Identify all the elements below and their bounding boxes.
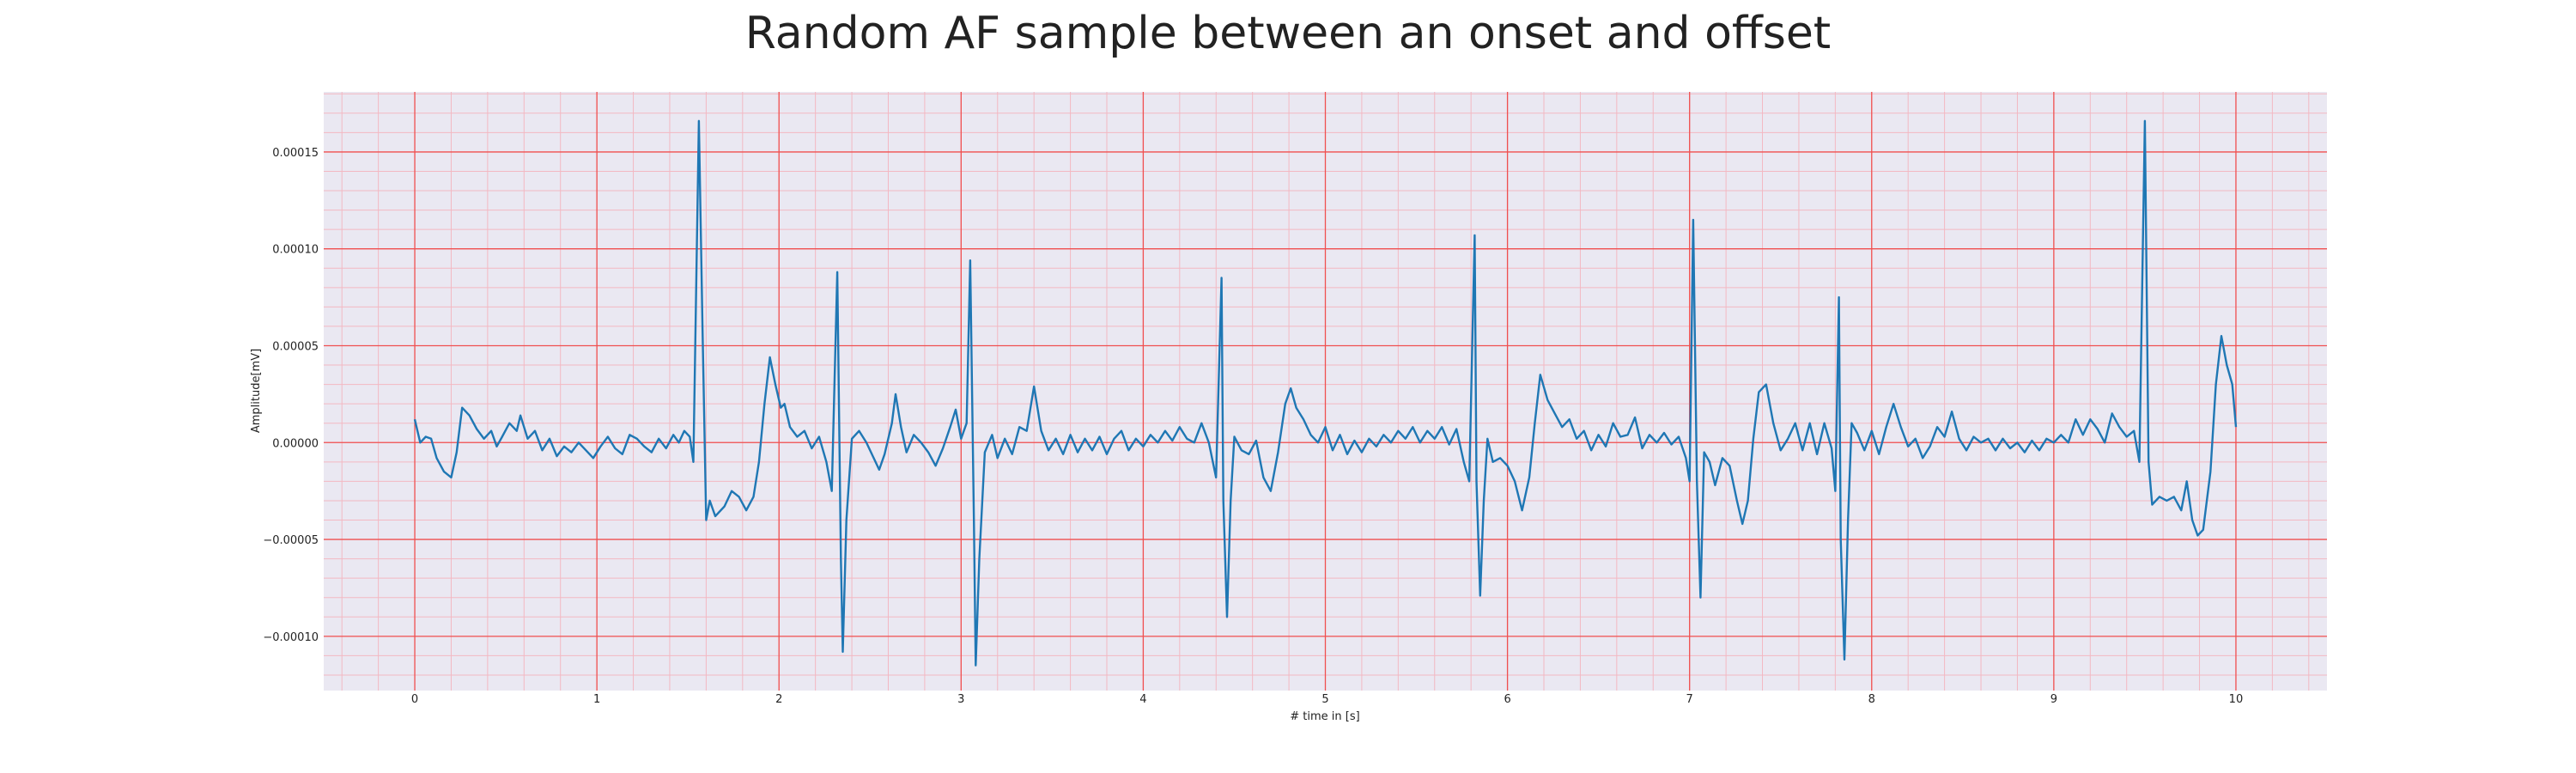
y-tick-label: 0.00015 [272,147,319,160]
x-tick-label: 9 [2050,693,2057,706]
x-tick-label: 5 [1321,693,1328,706]
x-tick-labels: 0 1 2 3 4 5 6 7 8 9 10 [411,693,2243,706]
y-tick-label: −0.00005 [263,534,319,547]
x-axis-label: # time in [s] [1290,710,1359,723]
y-axis-label: Amplitude[mV] [250,349,263,433]
y-tick-label: 0.00005 [272,340,319,353]
x-tick-label: 3 [957,693,964,706]
x-tick-label: 7 [1686,693,1693,706]
x-tick-label: 0 [411,693,418,706]
y-tick-labels: −0.00010 −0.00005 0.00000 0.00005 0.00010 0.0… [263,147,319,644]
y-tick-label: −0.00010 [263,631,319,644]
x-tick-label: 2 [775,693,782,706]
x-tick-label: 10 [2229,693,2244,706]
y-tick-label: 0.00010 [272,244,319,257]
x-tick-label: 6 [1504,693,1510,706]
x-tick-label: 1 [593,693,600,706]
x-tick-label: 8 [1868,693,1875,706]
x-tick-label: 4 [1139,693,1146,706]
y-tick-label: 0.00000 [272,437,319,450]
